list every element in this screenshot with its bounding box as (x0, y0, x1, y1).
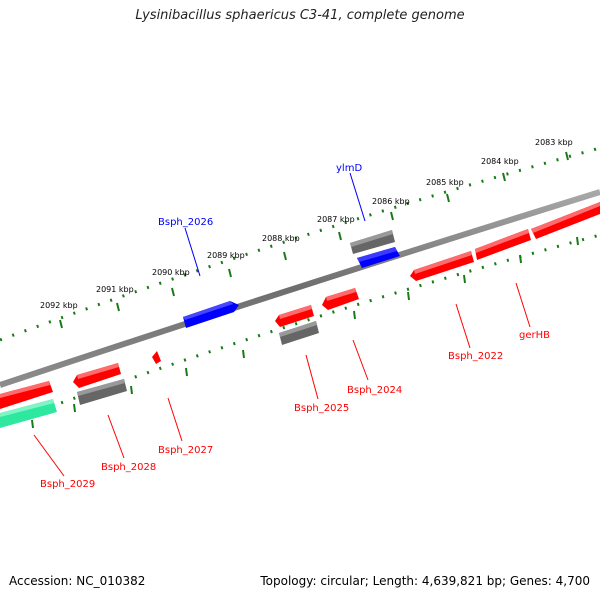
gene-label-Bsph_2029: Bsph_2029 (40, 479, 95, 490)
gene-label-Bsph_2022: Bsph_2022 (448, 351, 503, 362)
gene-label-Bsph_2025: Bsph_2025 (294, 403, 349, 414)
tick-label: 2086 kbp (372, 197, 410, 206)
accession-text: Accession: NC_010382 (9, 574, 146, 588)
gene-labels: ylmD Bsph_2026 gerHB Bsph_2022 Bsph_2024… (40, 163, 550, 490)
tick-label: 2089 kbp (207, 251, 245, 260)
tick-label: 2088 kbp (262, 234, 300, 243)
reverse-features (0, 202, 600, 428)
tick-labels: 2083 kbp 2084 kbp 2085 kbp 2086 kbp 2087… (40, 138, 573, 310)
tick-label: 2084 kbp (481, 157, 519, 166)
topology-summary: Topology: circular; Length: 4,639,821 bp… (260, 574, 590, 588)
genome-backbone (0, 189, 600, 388)
tick-label: 2090 kbp (152, 268, 190, 277)
tick-label: 2085 kbp (426, 178, 464, 187)
gene-label-gerHB: gerHB (519, 330, 550, 341)
gene-label-ylmD: ylmD (336, 163, 362, 174)
major-ticks-outer (59, 151, 569, 329)
tick-label: 2092 kbp (40, 301, 78, 310)
gene-label-Bsph_2028: Bsph_2028 (101, 462, 156, 473)
gene-Bsph_2029[interactable] (0, 381, 53, 409)
gene-Bsph_2027[interactable] (152, 351, 161, 364)
gene-label-Bsph_2027: Bsph_2027 (158, 445, 213, 456)
gene-Bsph_2026[interactable] (183, 301, 239, 328)
tick-label: 2091 kbp (96, 285, 134, 294)
gene-Bsph_2029-teal[interactable] (0, 399, 57, 428)
gene-label-Bsph_2026: Bsph_2026 (158, 217, 213, 228)
tick-label: 2083 kbp (535, 138, 573, 147)
label-leaders (33, 172, 531, 477)
gene-label-Bsph_2024: Bsph_2024 (347, 385, 402, 396)
map-title: Lysinibacillus sphaericus C3-41, complet… (135, 8, 465, 23)
major-ticks-inner (31, 236, 579, 429)
forward-features (183, 230, 400, 328)
tick-label: 2087 kbp (317, 215, 355, 224)
